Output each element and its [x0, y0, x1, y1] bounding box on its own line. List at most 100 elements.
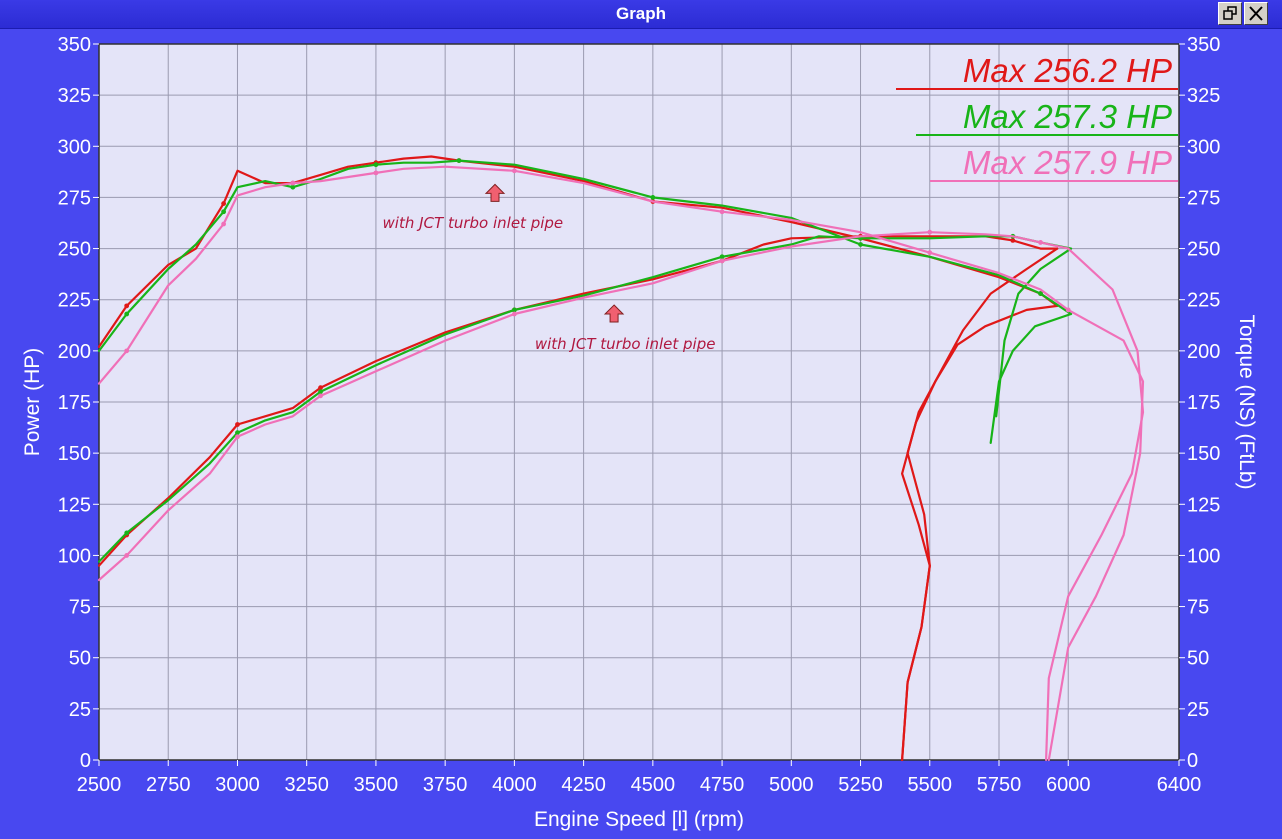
- y-tick-label-left: 225: [58, 290, 91, 312]
- annotation-text: with JCT turbo inlet pipe: [383, 214, 564, 232]
- series-point: [373, 162, 379, 168]
- series-point: [290, 184, 296, 190]
- y-axis-left-label: Power (HP): [21, 348, 44, 457]
- series-line-back-a: [989, 312, 1073, 444]
- x-tick-label: 3250: [284, 774, 329, 796]
- x-tick-label: 5250: [838, 774, 883, 796]
- series-line-curve-a: [97, 159, 1073, 352]
- restore-icon: [1223, 6, 1237, 20]
- y-tick-label-right: 100: [1187, 545, 1220, 567]
- y-tick-label-right: 75: [1187, 597, 1209, 619]
- annotations-layer: with JCT turbo inlet pipe with JCT turbo …: [383, 183, 716, 353]
- y-tick-label-left: 325: [58, 85, 91, 107]
- series-point: [511, 307, 517, 313]
- legend-entry: Max 256.2 HP: [963, 52, 1172, 89]
- y-tick-label-right: 125: [1187, 494, 1220, 516]
- y-tick-label-right: 300: [1187, 136, 1220, 158]
- series-point: [927, 229, 933, 235]
- series-point: [290, 180, 296, 186]
- y-tick-label-right: 325: [1187, 85, 1220, 107]
- series-point: [318, 389, 323, 395]
- x-tick-label: 5000: [769, 774, 814, 796]
- y-tick-label-right: 225: [1187, 290, 1220, 312]
- y-tick-label-left: 150: [58, 443, 91, 465]
- series-point: [235, 430, 240, 436]
- series-point: [719, 254, 725, 260]
- x-tick-label: 3500: [354, 774, 399, 796]
- y-tick-label-right: 25: [1187, 699, 1209, 721]
- y-tick-label-left: 275: [58, 187, 91, 209]
- x-tick-label: 3000: [215, 774, 260, 796]
- y-tick-label-left: 175: [58, 392, 91, 414]
- x-tick-label: 4000: [492, 774, 537, 796]
- series-point: [511, 311, 517, 317]
- series-line-back-b: [900, 247, 1059, 762]
- close-button[interactable]: [1244, 2, 1268, 25]
- series-point: [235, 434, 240, 440]
- window-titlebar[interactable]: Graph: [0, 0, 1282, 29]
- series-line-curve-a: [97, 165, 1070, 385]
- series-point: [221, 221, 227, 227]
- x-tick-label: 6000: [1046, 774, 1091, 796]
- series-line-curve-a: [97, 155, 1059, 348]
- series-layer: [97, 155, 1145, 762]
- y-axis-right-label: Torque (NS) (FtLb): [1235, 314, 1258, 489]
- x-tick-label: 5500: [908, 774, 953, 796]
- x-tick-label: 2500: [77, 774, 122, 796]
- series-point: [373, 170, 379, 176]
- series-point: [124, 311, 130, 317]
- y-tick-label-left: 350: [58, 34, 91, 56]
- annotation-text: with JCT turbo inlet pipe: [535, 335, 716, 353]
- series-point: [719, 258, 725, 264]
- legend-entry: Max 257.9 HP: [963, 144, 1172, 181]
- x-tick-label: 4500: [631, 774, 676, 796]
- x-tick-label: 4750: [700, 774, 745, 796]
- series-point: [1010, 237, 1016, 243]
- series-point: [1038, 240, 1043, 245]
- series-line-back-b: [995, 247, 1073, 418]
- series-point: [858, 242, 863, 247]
- grid-lines: [98, 43, 1180, 761]
- annotation-arrow-icon: [603, 304, 625, 323]
- restore-button[interactable]: [1218, 2, 1242, 25]
- y-tick-label-left: 0: [80, 750, 91, 772]
- x-tick-label: 2750: [146, 774, 191, 796]
- x-tick-label: 5750: [977, 774, 1022, 796]
- y-tick-label-left: 300: [58, 136, 91, 158]
- y-tick-label-right: 175: [1187, 392, 1220, 414]
- series-point: [511, 168, 517, 174]
- y-tick-label-right: 275: [1187, 187, 1220, 209]
- series-point: [124, 530, 130, 536]
- series-point: [456, 158, 462, 164]
- y-tick-label-left: 100: [58, 545, 91, 567]
- y-tick-label-left: 200: [58, 341, 91, 363]
- y-tick-label-left: 250: [58, 239, 91, 261]
- legend: Max 256.2 HP Max 257.3 HP Max 257.9 HP: [896, 52, 1178, 182]
- series-point: [124, 553, 130, 558]
- series-point: [221, 201, 227, 206]
- y-tick-label-right: 200: [1187, 341, 1220, 363]
- y-tick-label-right: 0: [1187, 750, 1198, 772]
- y-tick-label-left: 125: [58, 494, 91, 516]
- window-title: Graph: [615, 4, 667, 23]
- series-point: [124, 303, 130, 309]
- series-point: [719, 209, 725, 215]
- series-line-back-b: [1044, 247, 1145, 762]
- x-tick-label: 6400: [1157, 774, 1202, 796]
- y-tick-label-left: 75: [69, 597, 91, 619]
- x-tick-label: 3750: [423, 774, 468, 796]
- y-tick-label-right: 50: [1187, 648, 1209, 670]
- series-point: [124, 348, 130, 354]
- y-tick-label-right: 150: [1187, 443, 1220, 465]
- y-tick-label-left: 50: [69, 648, 91, 670]
- x-axis-label: Engine Speed [l] (rpm): [534, 808, 744, 831]
- series-point: [221, 209, 227, 215]
- series-point: [1038, 291, 1043, 296]
- series-line-back-a: [1047, 308, 1145, 762]
- legend-entry: Max 257.3 HP: [963, 98, 1172, 135]
- series-point: [318, 393, 323, 399]
- series-point: [235, 422, 240, 427]
- series-point: [927, 250, 933, 256]
- y-tick-label-left: 25: [69, 699, 91, 721]
